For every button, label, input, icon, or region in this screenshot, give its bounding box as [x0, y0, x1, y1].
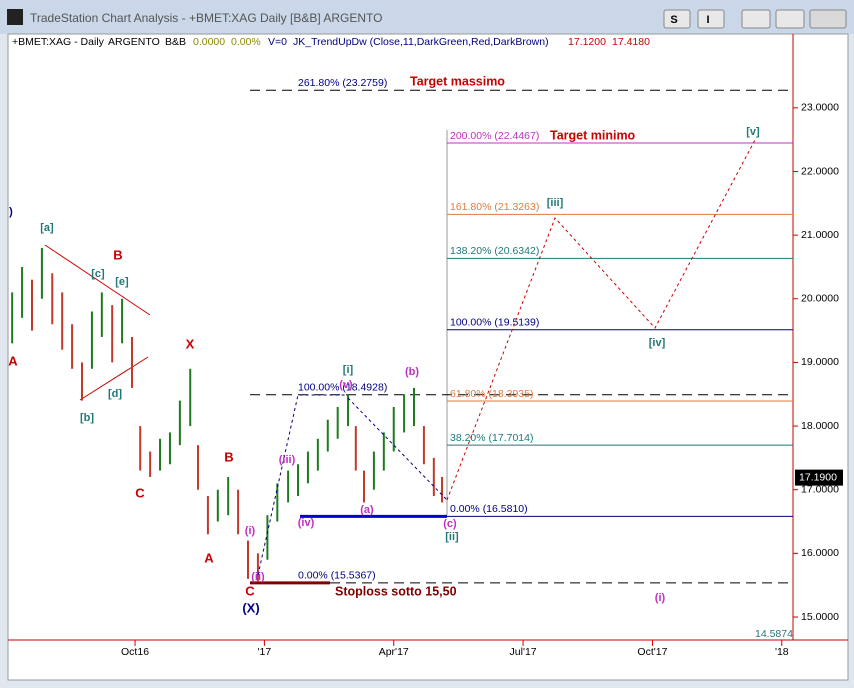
wave-label: Stoploss sotto 15,50: [335, 584, 457, 598]
wave-label: [iv]: [649, 337, 666, 349]
header-item: V=0: [268, 36, 287, 48]
wave-label: X: [186, 336, 195, 351]
wave-label: (X): [242, 600, 259, 615]
window-title: TradeStation Chart Analysis - +BMET:XAG …: [30, 11, 382, 25]
wave-label: [a]: [40, 222, 54, 234]
wave-label: A: [8, 353, 18, 368]
i-button-label[interactable]: I: [706, 14, 709, 26]
wave-label: B: [224, 449, 233, 464]
fib-label: 0.00% (15.5367): [298, 570, 376, 582]
wave-label: [b]: [80, 412, 94, 424]
wave-label: (b): [405, 366, 419, 378]
x-tick-label: Apr'17: [379, 646, 409, 658]
y-tick-label: 21.0000: [801, 229, 839, 241]
wave-label: B: [113, 247, 122, 262]
x-tick-label: Oct16: [121, 646, 149, 658]
wave-label: C: [135, 485, 145, 500]
fib-label: 38.20% (17.7014): [450, 432, 533, 444]
wave-label: Target massimo: [410, 74, 505, 88]
projection: [257, 394, 348, 576]
fib-label: 138.20% (20.6342): [450, 245, 539, 257]
last-price-label: 17.1900: [799, 471, 837, 483]
minimize-button[interactable]: [741, 9, 771, 29]
wave-label: ): [9, 206, 13, 218]
fib-label: 0.00% (16.5810): [450, 503, 528, 515]
fib-label: 61.80% (18.3935): [450, 388, 533, 400]
header-item: +BMET:XAG - Daily: [12, 36, 105, 48]
trendline: [79, 356, 149, 401]
wave-label: [v]: [746, 126, 760, 138]
projection: [446, 139, 756, 501]
y-tick-label: 22.0000: [801, 165, 839, 177]
fib-label: 100.00% (18.4928): [298, 381, 387, 393]
wave-label: [c]: [91, 268, 105, 280]
s-button[interactable]: [663, 9, 691, 29]
wave-label: (a): [360, 504, 374, 516]
y-tick-label: 16.0000: [801, 547, 839, 559]
fib-label: 261.80% (23.2759): [298, 77, 387, 89]
axis-low-label: 14.5874: [755, 628, 793, 640]
x-tick-label: '17: [258, 646, 272, 658]
wave-label: (ii): [251, 571, 265, 583]
header-item: 17.1200: [568, 36, 606, 48]
wave-label: [ii]: [445, 531, 459, 543]
restore-button[interactable]: [775, 9, 805, 29]
wave-label: [iii]: [547, 197, 564, 209]
wave-label: C: [245, 583, 255, 598]
fib-label: 100.00% (19.5139): [450, 316, 539, 328]
close-button[interactable]: [809, 9, 847, 29]
trendline: [44, 244, 151, 316]
y-tick-label: 20.0000: [801, 293, 839, 305]
wave-label: [e]: [115, 276, 129, 288]
header-item: JK_TrendUpDw (Close,11,DarkGreen,Red,Dar…: [293, 36, 549, 48]
wave-label: (i): [655, 592, 666, 604]
x-tick-label: '18: [775, 646, 789, 658]
wave-label: A: [204, 550, 214, 565]
header-item: 0.0000: [193, 36, 225, 48]
wave-label: Target minimo: [550, 128, 636, 142]
wave-label: (iii): [279, 454, 296, 466]
last-price-box: [795, 469, 843, 486]
header-item: 17.4180: [612, 36, 650, 48]
y-tick-label: 15.0000: [801, 611, 839, 623]
wave-label: (iv): [298, 517, 315, 529]
y-tick-label: 17.0000: [801, 483, 839, 495]
wave-label: [d]: [108, 388, 122, 400]
fib-label: 161.80% (21.3263): [450, 201, 539, 213]
x-tick-label: Oct'17: [637, 646, 667, 658]
header-item: ARGENTO: [108, 36, 160, 48]
y-tick-label: 18.0000: [801, 420, 839, 432]
app-icon: [7, 9, 23, 25]
header-item: B&B: [165, 36, 186, 48]
wave-label: (i): [245, 525, 256, 537]
s-button-label[interactable]: S: [670, 14, 677, 26]
y-tick-label: 19.0000: [801, 356, 839, 368]
wave-label: (c): [443, 518, 457, 530]
fib-label: 200.00% (22.4467): [450, 130, 539, 142]
i-button[interactable]: [697, 9, 725, 29]
x-tick-label: Jul'17: [510, 646, 537, 658]
wave-label: (v): [339, 379, 353, 391]
y-tick-label: 23.0000: [801, 102, 839, 114]
header-item: 0.00%: [231, 36, 261, 48]
wave-label: [i]: [343, 364, 354, 376]
